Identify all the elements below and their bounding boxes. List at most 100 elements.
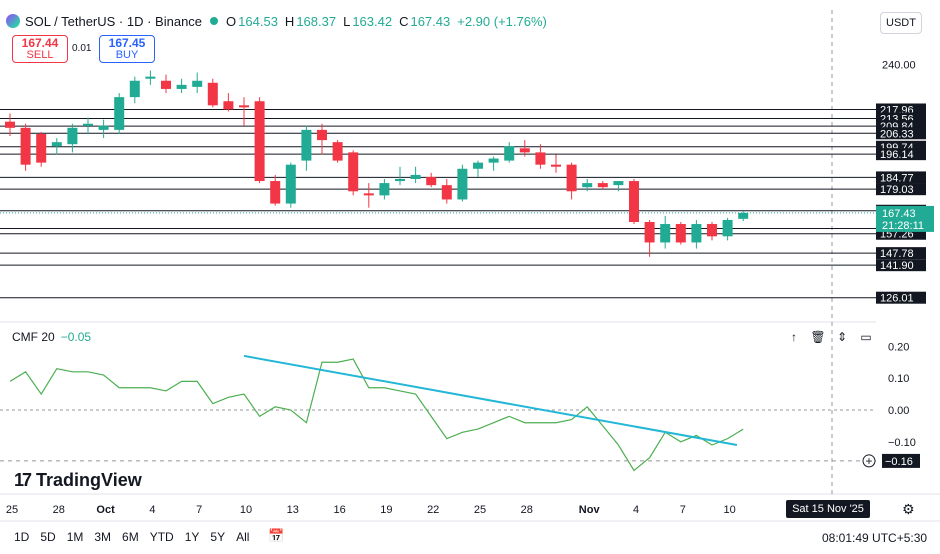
time-axis-tick: 25 — [6, 504, 18, 516]
level-label: 206.33 — [880, 128, 914, 140]
gear-icon[interactable]: ⚙ — [902, 501, 915, 517]
buy-price: 167.45 — [108, 36, 146, 50]
candle-body — [707, 224, 717, 237]
timeframe-1d[interactable]: 1D — [14, 530, 30, 544]
timeframe-all[interactable]: All — [236, 530, 250, 544]
collapse-icon[interactable]: ⇕ — [836, 330, 848, 344]
candle-body — [504, 146, 515, 161]
level-label-bg — [876, 148, 926, 161]
level-label: 126.01 — [880, 293, 914, 305]
timeframe-5d[interactable]: 5D — [40, 530, 56, 544]
time-axis-tick: 25 — [474, 504, 486, 516]
sell-button[interactable]: 167.44 SELL — [12, 35, 68, 63]
timeframe-1m[interactable]: 1M — [66, 530, 84, 544]
time-axis-tick: 10 — [723, 504, 735, 516]
candle-body — [301, 129, 312, 161]
time-axis-tick: Oct — [96, 504, 115, 516]
candle-body — [254, 101, 265, 182]
candle-body — [379, 183, 390, 196]
candle-body — [207, 82, 218, 106]
candle-body — [441, 185, 452, 200]
candle-body — [613, 181, 624, 186]
candle-body — [473, 162, 483, 169]
candle-body — [519, 148, 530, 153]
tradingview-wordmark: TradingView — [36, 470, 142, 490]
timeframe-1y[interactable]: 1Y — [184, 530, 200, 544]
buy-label: BUY — [115, 49, 139, 61]
time-axis-tick: 22 — [427, 504, 439, 516]
candle-body — [223, 101, 234, 110]
candle-body — [551, 164, 561, 167]
maximize-icon[interactable]: ▭ — [860, 330, 872, 344]
time-axis-tick: 4 — [149, 504, 155, 516]
candle-body — [98, 125, 109, 130]
candle-body — [317, 129, 327, 141]
cmf-axis-tick: 0.00 — [888, 405, 909, 417]
open-value: 164.53 — [238, 13, 278, 29]
change-value: +2.90 (+1.76%) — [457, 13, 547, 29]
add-plus-glyph: + — [866, 454, 873, 468]
time-axis-tick: 10 — [240, 504, 252, 516]
candle-body — [51, 142, 62, 147]
cmf-name: CMF 20 — [12, 330, 55, 344]
candle-body — [36, 133, 47, 163]
calendar-goto-icon[interactable]: 📅 — [268, 528, 285, 543]
time-axis-tick: Nov — [579, 504, 601, 516]
low-label: L — [343, 13, 351, 29]
cmf-legend[interactable]: CMF 20 −0.05 — [12, 330, 91, 344]
tradingview-logo[interactable]: 17 TradingView — [14, 470, 142, 491]
candle-body — [5, 121, 15, 128]
level-label-bg — [876, 171, 926, 184]
candle-body — [83, 123, 93, 126]
move-up-icon[interactable]: ↑ — [791, 330, 797, 344]
high-value: 168.37 — [296, 13, 337, 29]
cmf-axis-tick: −0.10 — [888, 437, 916, 449]
level-label: 184.77 — [880, 172, 914, 184]
time-axis-tick: 28 — [53, 504, 65, 516]
time-axis-tick: 4 — [633, 504, 639, 516]
sell-label: SELL — [26, 49, 54, 61]
level-label: 141.90 — [880, 260, 914, 272]
candle-body — [129, 80, 140, 98]
clock-timezone[interactable]: 08:01:49 UTC+5:30 — [822, 531, 928, 545]
sell-price: 167.44 — [21, 36, 59, 50]
timeframe-ytd[interactable]: YTD — [149, 530, 174, 544]
tradingview-mark-icon: 17 — [14, 470, 32, 490]
candle-body — [332, 142, 343, 161]
candle-body — [67, 127, 78, 145]
add-plus-icon — [862, 454, 876, 468]
low-value: 163.42 — [352, 13, 393, 29]
time-axis-tick: 7 — [680, 504, 686, 516]
candle-body — [145, 76, 156, 79]
level-label-bg — [876, 127, 926, 140]
spread-value: 0.01 — [72, 43, 92, 54]
candle-body — [270, 181, 281, 204]
time-axis-tick: 19 — [380, 504, 392, 516]
open-label: O — [226, 13, 237, 29]
time-axis-tick: 7 — [196, 504, 202, 516]
candle-body — [660, 224, 671, 243]
level-label-bg — [876, 247, 926, 260]
candle-body — [176, 84, 187, 89]
candle-body — [426, 176, 437, 186]
candle-body — [192, 80, 203, 87]
level-label: 179.03 — [880, 184, 914, 196]
crosshair-value-bg — [882, 453, 920, 468]
candle-body — [488, 158, 499, 163]
timeframe-5y[interactable]: 5Y — [210, 530, 226, 544]
candle-body — [457, 168, 468, 200]
timeframe-3m[interactable]: 3M — [94, 530, 112, 544]
last-price-label-bg — [876, 205, 934, 232]
solana-logo-icon — [6, 14, 20, 28]
delete-icon[interactable]: 🗑 — [810, 330, 826, 344]
crosshair-date-label: Sat 15 Nov '25 — [786, 500, 870, 518]
symbol-title[interactable]: SOL / TetherUS · 1D · Binance — [25, 13, 203, 29]
close-label: C — [399, 13, 409, 29]
buy-button[interactable]: 167.45 BUY — [99, 35, 155, 63]
level-label: 196.14 — [880, 149, 914, 161]
currency-selector[interactable]: USDT — [880, 12, 922, 34]
timeframe-6m[interactable]: 6M — [122, 530, 139, 544]
candle-body — [410, 174, 421, 179]
